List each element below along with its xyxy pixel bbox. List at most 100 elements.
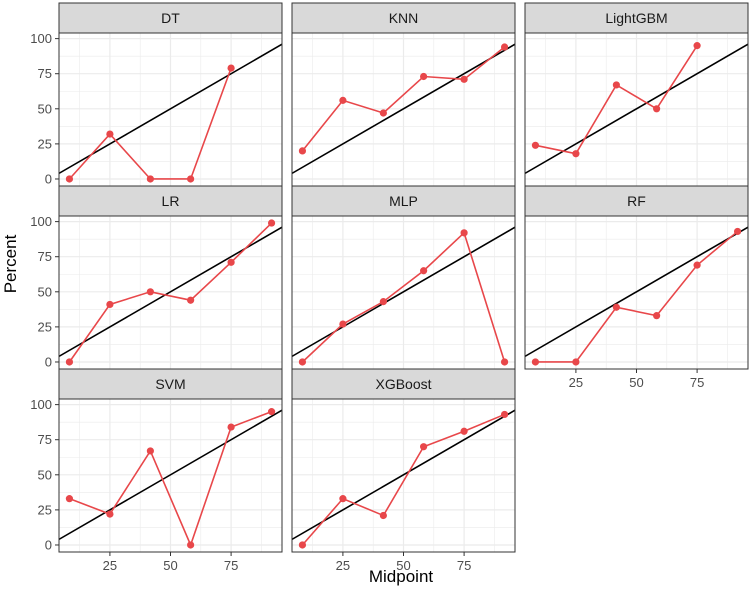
x-tick-label: 50 [396,558,410,573]
y-tick-label: 100 [30,397,52,412]
panel-title-mlp: MLP [389,193,418,209]
data-point [460,427,468,435]
data-point [146,288,154,296]
data-point [420,267,428,275]
series-line-xgboost [301,413,505,546]
x-tick-label: 25 [103,558,117,573]
data-point [298,147,307,155]
data-point [460,229,468,237]
data-point [572,150,580,158]
panel-dt: DT 0 25 50 75 100 [30,2,283,187]
data-point [612,81,620,89]
panel-lr: LR 0 25 50 75 100 [30,185,283,370]
plot-content-lightgbm [525,33,748,186]
y-tick-label: 100 [30,31,52,46]
y-tick-label: 75 [38,66,52,81]
data-point [227,423,235,431]
data-point [379,298,387,306]
series-line-knn [301,46,506,152]
series-line-lr [68,222,273,363]
strip-svm [58,368,283,400]
reference-line [525,43,748,175]
y-tick-label: 0 [45,354,52,369]
data-point [267,408,276,416]
panel-title-lightgbm: LightGBM [605,10,667,26]
x-tick-label: 75 [457,558,471,573]
plot-content-lr [59,216,282,369]
panel-xgboost: XGBoost 25 50 75 [291,368,516,573]
series-line-svm [69,410,272,548]
y-axis-title: Percent [1,234,20,293]
data-point [500,43,509,51]
data-point [531,358,540,366]
data-point [693,42,701,50]
y-tick-label: 50 [38,101,52,116]
data-point [146,447,154,455]
reference-line [59,43,282,175]
y-tick-label: 0 [45,537,52,552]
data-point [106,510,114,518]
data-point [420,443,428,451]
data-point [106,300,114,309]
data-point [339,96,347,104]
data-point [653,312,661,320]
data-point [379,511,387,520]
y-tick-label: 25 [38,502,52,517]
reference-line [292,409,515,541]
data-point [612,303,620,311]
strip-xgboost [291,368,516,400]
x-tick-label: 50 [629,375,643,390]
y-tick-label: 50 [38,284,52,299]
y-tick-label: 25 [38,136,52,151]
x-tick-label: 50 [163,558,177,573]
data-point [339,495,347,503]
data-point [267,219,276,227]
panel-title-rf: RF [627,193,646,209]
panel-title-lr: LR [162,193,180,209]
data-point [65,495,74,503]
data-point [460,75,468,83]
data-point [298,358,307,366]
data-point [187,296,195,304]
strip-dt [58,2,283,34]
panel-knn: KNN [291,2,516,187]
plot-content-xgboost [292,399,515,552]
data-point [298,541,307,549]
y-tick-label: 0 [45,171,52,186]
plot-content-rf [525,216,748,369]
panel-lightgbm: LightGBM [524,2,749,187]
data-point [379,109,387,117]
data-point [65,358,74,366]
data-point [500,410,509,419]
y-tick-label: 100 [30,214,52,229]
panel-svm: SVM 0 25 50 75 100 25 50 75 [30,368,283,573]
x-tick-label: 25 [569,375,583,390]
panel-title-knn: KNN [389,10,419,26]
data-point [733,227,742,236]
plot-content-knn [292,33,515,186]
x-tick-label: 75 [690,375,704,390]
plot-content-svm [59,399,282,552]
strip-mlp [291,185,516,217]
y-tick-label: 75 [38,432,52,447]
reference-line [525,226,748,358]
reference-line [292,43,515,175]
data-point [693,261,701,269]
series-line-mlp [301,231,506,363]
data-point [65,175,74,183]
data-point [531,141,540,149]
panel-title-svm: SVM [155,376,185,392]
data-point [146,175,154,183]
strip-lightgbm [524,2,749,34]
reference-line [59,409,282,541]
panel-rf: RF 25 50 75 [524,185,749,390]
data-point [227,64,235,72]
data-point [500,358,509,366]
y-tick-label: 25 [38,319,52,334]
data-point [227,258,235,266]
data-point [187,175,195,183]
reference-line [292,226,515,358]
data-point [339,320,347,328]
plot-content-mlp [292,216,515,369]
strip-lr [58,185,283,217]
